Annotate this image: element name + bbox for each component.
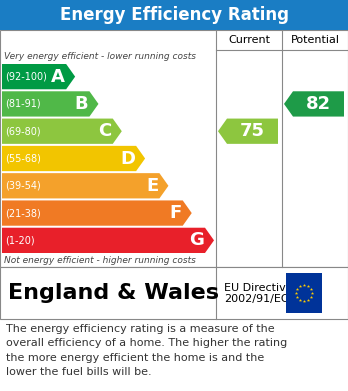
- Text: A: A: [51, 68, 65, 86]
- Polygon shape: [2, 146, 145, 171]
- Text: (55-68): (55-68): [5, 154, 41, 163]
- Text: Not energy efficient - higher running costs: Not energy efficient - higher running co…: [4, 256, 196, 265]
- Text: 75: 75: [240, 122, 265, 140]
- Text: (39-54): (39-54): [5, 181, 41, 191]
- Text: 2002/91/EC: 2002/91/EC: [224, 294, 288, 304]
- Text: EU Directive: EU Directive: [224, 283, 293, 293]
- Text: (81-91): (81-91): [5, 99, 41, 109]
- Bar: [0, 30, 348, 267]
- Polygon shape: [2, 91, 98, 117]
- Text: Very energy efficient - lower running costs: Very energy efficient - lower running co…: [4, 52, 196, 61]
- Text: C: C: [98, 122, 112, 140]
- Text: England & Wales: England & Wales: [8, 283, 219, 303]
- Text: The energy efficiency rating is a measure of the
overall efficiency of a home. T: The energy efficiency rating is a measur…: [6, 324, 287, 377]
- Polygon shape: [218, 118, 278, 144]
- Bar: [286, 273, 322, 313]
- Polygon shape: [2, 64, 75, 89]
- Text: 82: 82: [306, 95, 331, 113]
- Text: (69-80): (69-80): [5, 126, 41, 136]
- Bar: [0, 0, 348, 30]
- Polygon shape: [2, 201, 192, 226]
- Polygon shape: [284, 91, 344, 117]
- Polygon shape: [2, 118, 122, 144]
- Polygon shape: [2, 173, 168, 198]
- Text: B: B: [75, 95, 88, 113]
- Bar: [0, 267, 348, 319]
- Text: (21-38): (21-38): [5, 208, 41, 218]
- Text: D: D: [120, 149, 135, 167]
- Text: F: F: [169, 204, 182, 222]
- Text: (92-100): (92-100): [5, 72, 47, 82]
- Polygon shape: [2, 228, 214, 253]
- Text: (1-20): (1-20): [5, 235, 34, 246]
- Text: Current: Current: [228, 35, 270, 45]
- Text: Energy Efficiency Rating: Energy Efficiency Rating: [60, 6, 288, 24]
- Text: Potential: Potential: [291, 35, 340, 45]
- Text: G: G: [189, 231, 204, 249]
- Text: E: E: [146, 177, 158, 195]
